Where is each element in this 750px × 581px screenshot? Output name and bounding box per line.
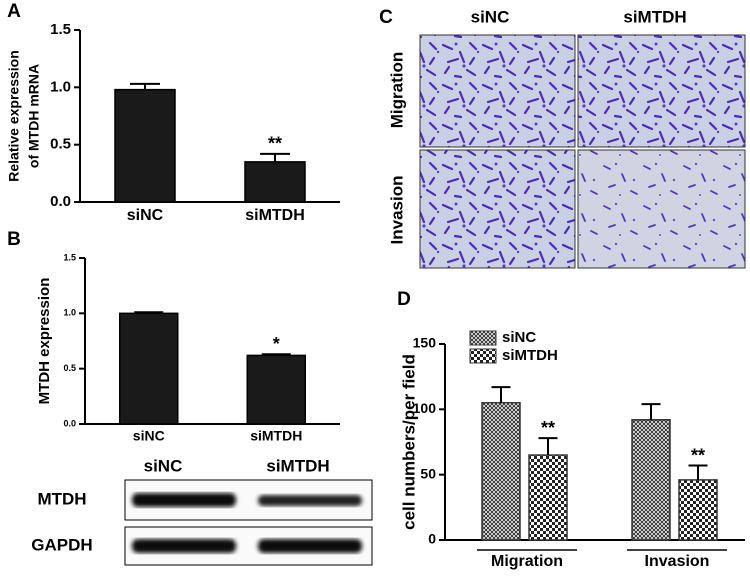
row-label: Invasion: [387, 176, 406, 245]
x-tick-label: siMTDH: [250, 428, 302, 444]
row-label: Migration: [387, 52, 406, 129]
panel-label: D: [397, 289, 411, 310]
y-axis-label: of MTDH mRNA: [26, 64, 42, 168]
western-blot: [124, 479, 373, 566]
column-label: siMTDH: [623, 7, 686, 26]
y-tick-label: 1.5: [50, 21, 71, 38]
bar: [246, 354, 306, 425]
x-tick-label: Migration: [491, 553, 563, 570]
blot-column-label: siMTDH: [266, 456, 329, 475]
y-tick-label: 0.0: [50, 193, 71, 210]
micrograph: [577, 34, 746, 148]
blot-column-label: siNC: [144, 456, 183, 475]
micrograph: [577, 149, 746, 269]
micrograph: [419, 149, 576, 269]
x-tick-label: siNC: [127, 207, 164, 224]
bar: [481, 402, 521, 541]
bar: [631, 419, 671, 541]
y-tick-label: 0.5: [50, 136, 71, 153]
y-tick-label: 1.5: [63, 252, 76, 262]
blot-row-label: MTDH: [37, 489, 86, 508]
bar: [114, 88, 176, 203]
micrographs: [419, 34, 746, 269]
y-tick-label: 0.5: [63, 363, 76, 373]
y-axis-label: cell numbers/per field: [399, 354, 418, 530]
band: [258, 539, 362, 553]
y-axis-label: MTDH expression: [36, 278, 53, 405]
significance: **: [541, 418, 555, 438]
significance: *: [273, 334, 280, 354]
band: [258, 495, 362, 506]
y-tick-label: 0.0: [63, 418, 76, 428]
column-label: siNC: [471, 7, 510, 26]
legend-swatch: [469, 348, 497, 364]
y-tick-label: 1.0: [50, 78, 71, 95]
x-tick-label: siMTDH: [245, 207, 305, 224]
panel-label: B: [7, 229, 21, 250]
bar: [678, 479, 718, 541]
y-tick-label: 100: [413, 400, 437, 416]
y-tick-label: 0: [428, 531, 436, 547]
bar: [119, 312, 179, 425]
panel-label: A: [7, 1, 21, 22]
micrograph: [419, 34, 576, 148]
y-tick-label: 50: [420, 465, 436, 481]
legend-label: siMTDH: [502, 347, 558, 364]
significance: **: [268, 134, 282, 154]
panel-label: C: [379, 7, 393, 28]
x-tick-label: siNC: [133, 428, 165, 444]
significance: **: [691, 445, 705, 465]
legend-label: siNC: [502, 329, 536, 346]
x-tick-label: Invasion: [645, 553, 710, 570]
y-axis-label: Relative expression: [6, 50, 22, 182]
y-tick-label: 150: [413, 335, 437, 351]
legend-swatch: [469, 330, 497, 346]
band: [132, 493, 236, 507]
bar: [528, 454, 568, 541]
band: [132, 539, 236, 553]
bar: [244, 161, 306, 203]
y-tick-label: 1.0: [63, 308, 76, 318]
blot-row-label: GAPDH: [31, 535, 92, 554]
